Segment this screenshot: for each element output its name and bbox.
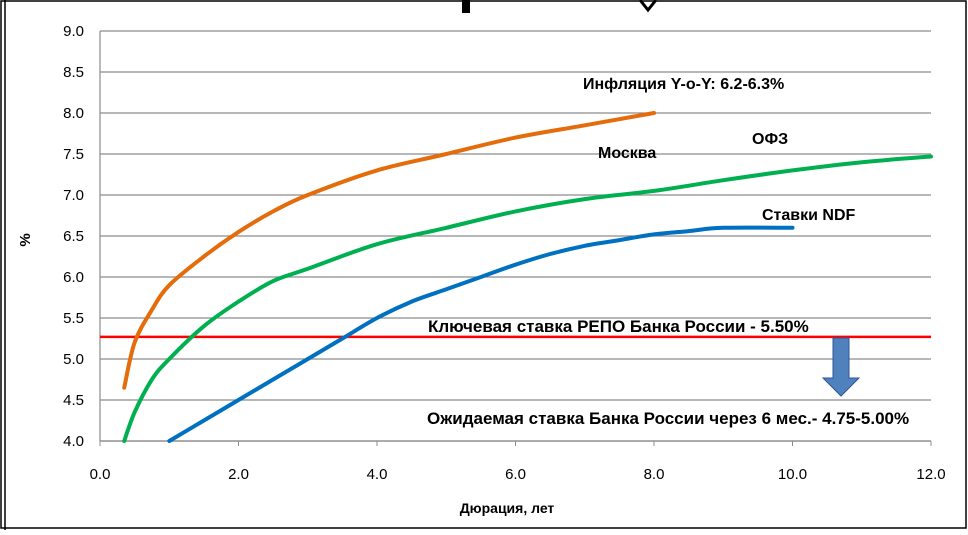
moscow-label: Москва xyxy=(598,145,656,162)
title-fragment-left xyxy=(462,0,470,13)
key-rate-annotation: Ключевая ставка РЕПО Банка России - 5.50… xyxy=(428,317,809,336)
ndf-line xyxy=(167,225,795,443)
ofz-line xyxy=(122,154,933,443)
x-tick-label-6: 12.0 xyxy=(916,466,945,483)
x-tick-label-5: 10.0 xyxy=(778,466,807,483)
y-tick-label-3: 5.5 xyxy=(63,310,84,327)
moscow-line xyxy=(122,111,656,390)
x-tick-label-2: 4.0 xyxy=(367,466,388,483)
y-tick-label-0: 4.0 xyxy=(63,433,84,450)
y-tick-label-1: 4.5 xyxy=(63,392,84,409)
y-tick-label-7: 7.5 xyxy=(63,146,84,163)
ndf-label: Ставки NDF xyxy=(762,207,856,224)
inflation-annotation: Инфляция Y-o-Y: 6.2-6.3% xyxy=(583,76,784,93)
y-tick-label-2: 5.0 xyxy=(63,351,84,368)
y-axis-title: % xyxy=(17,233,34,246)
y-tick-label-9: 8.5 xyxy=(63,64,84,81)
x-tick-label-1: 2.0 xyxy=(228,466,249,483)
x-tick-label-0: 0.0 xyxy=(90,466,111,483)
x-tick-label-4: 8.0 xyxy=(644,466,665,483)
title-fragment-right xyxy=(638,0,658,13)
x-axis-title: Дюрация, лет xyxy=(460,500,555,516)
down-arrow-icon xyxy=(821,337,861,397)
ofz-label: ОФЗ xyxy=(752,131,788,148)
y-tick-label-6: 7.0 xyxy=(63,187,84,204)
x-tick-label-3: 6.0 xyxy=(505,466,526,483)
expected-rate-annotation: Ожидаемая ставка Банка России через 6 ме… xyxy=(427,409,909,428)
y-tick-label-5: 6.5 xyxy=(63,228,84,245)
y-tick-label-8: 8.0 xyxy=(63,105,84,122)
y-tick-label-4: 6.0 xyxy=(63,269,84,286)
y-tick-label-10: 9.0 xyxy=(63,23,84,40)
